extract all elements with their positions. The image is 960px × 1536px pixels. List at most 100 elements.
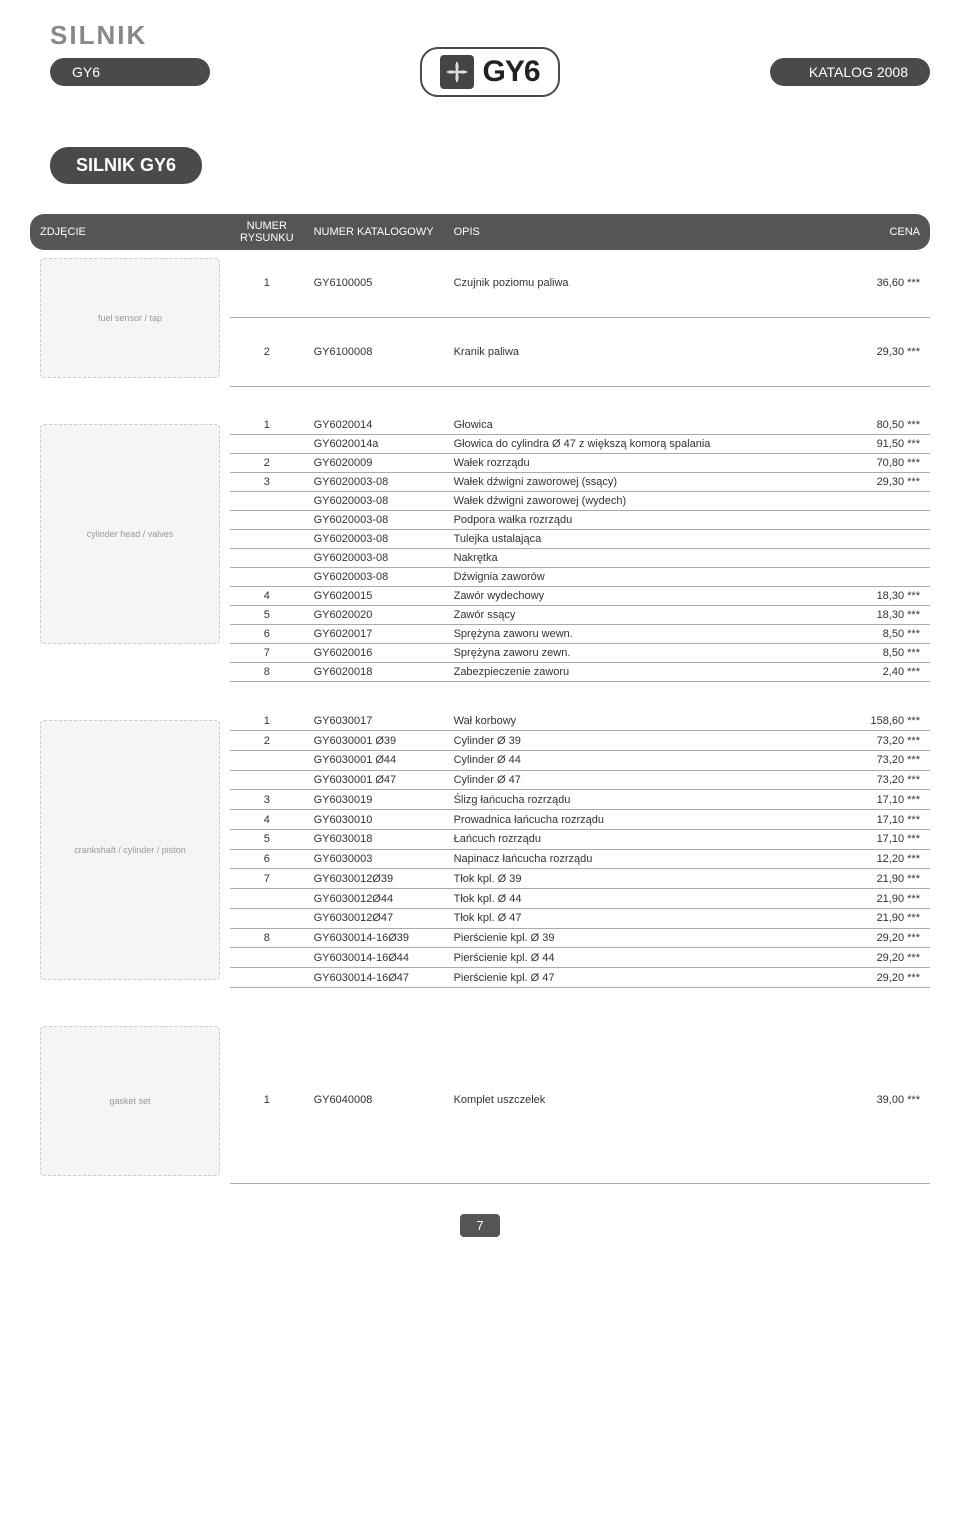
- cell-ref: 2: [230, 731, 304, 751]
- cell-sku: GY6030001 Ø44: [304, 750, 444, 770]
- cell-desc: Tłok kpl. Ø 47: [444, 908, 840, 928]
- cell-price: 73,20 ***: [840, 770, 930, 790]
- group-spacer: [30, 386, 930, 416]
- cell-desc: Prowadnica łańcucha rozrządu: [444, 810, 840, 830]
- cell-ref: 2: [230, 317, 304, 386]
- cell-ref: 2: [230, 454, 304, 473]
- cell-ref: 5: [230, 606, 304, 625]
- cell-desc: Cylinder Ø 44: [444, 750, 840, 770]
- cell-price: [840, 511, 930, 530]
- parts-table: ZDJĘCIE NUMER RYSUNKU NUMER KATALOGOWY O…: [30, 214, 930, 1184]
- cell-desc: Tłok kpl. Ø 44: [444, 889, 840, 909]
- cell-ref: [230, 530, 304, 549]
- cell-sku: GY6020003-08: [304, 549, 444, 568]
- cell-price: 18,30 ***: [840, 606, 930, 625]
- cell-sku: GY6020003-08: [304, 530, 444, 549]
- cell-sku: GY6030014-16Ø47: [304, 968, 444, 988]
- cell-sku: GY6030012Ø44: [304, 889, 444, 909]
- cell-sku: GY6040008: [304, 1018, 444, 1184]
- cell-sku: GY6020009: [304, 454, 444, 473]
- group-spacer: [30, 988, 930, 1018]
- cell-sku: GY6020014a: [304, 435, 444, 454]
- cell-price: 2,40 ***: [840, 663, 930, 682]
- fan-icon: [440, 55, 474, 89]
- cell-sku: GY6030003: [304, 849, 444, 869]
- cell-sku: GY6030012Ø39: [304, 869, 444, 889]
- cell-price: 73,20 ***: [840, 750, 930, 770]
- diagram-cell: fuel sensor / tap: [30, 250, 230, 386]
- cell-ref: 4: [230, 587, 304, 606]
- table-row: gasket set1GY6040008Komplet uszczelek39,…: [30, 1018, 930, 1184]
- cell-ref: 1: [230, 1018, 304, 1184]
- cell-ref: [230, 889, 304, 909]
- cell-price: 21,90 ***: [840, 869, 930, 889]
- cell-sku: GY6020014: [304, 416, 444, 435]
- cell-desc: Głowica: [444, 416, 840, 435]
- cell-desc: Czujnik poziomu paliwa: [444, 250, 840, 317]
- cell-ref: 3: [230, 473, 304, 492]
- cell-desc: Kranik paliwa: [444, 317, 840, 386]
- cell-ref: 3: [230, 790, 304, 810]
- cell-ref: [230, 435, 304, 454]
- cell-sku: GY6020003-08: [304, 492, 444, 511]
- cell-ref: [230, 968, 304, 988]
- cell-price: 12,20 ***: [840, 849, 930, 869]
- diagram-cell: gasket set: [30, 1018, 230, 1184]
- cell-price: 29,20 ***: [840, 968, 930, 988]
- cell-ref: 7: [230, 644, 304, 663]
- cell-desc: Tłok kpl. Ø 39: [444, 869, 840, 889]
- table-row: fuel sensor / tap1GY6100005Czujnik pozio…: [30, 250, 930, 317]
- cell-price: 158,60 ***: [840, 712, 930, 731]
- cell-desc: Ślizg łańcucha rozrządu: [444, 790, 840, 810]
- model-pill: GY6: [50, 58, 210, 86]
- catalog-pill: KATALOG 2008: [770, 58, 930, 86]
- cell-ref: [230, 568, 304, 587]
- cell-ref: 8: [230, 663, 304, 682]
- cell-desc: Pierścienie kpl. Ø 39: [444, 928, 840, 948]
- cell-price: 21,90 ***: [840, 908, 930, 928]
- cell-desc: Napinacz łańcucha rozrządu: [444, 849, 840, 869]
- col-desc: OPIS: [444, 214, 840, 250]
- cell-desc: Sprężyna zaworu wewn.: [444, 625, 840, 644]
- cell-sku: GY6030018: [304, 829, 444, 849]
- cell-sku: GY6030014-16Ø44: [304, 948, 444, 968]
- cell-sku: GY6020016: [304, 644, 444, 663]
- diagram-image: cylinder head / valves: [40, 424, 220, 644]
- brand-logo: GY6: [420, 47, 559, 97]
- cell-desc: Wałek rozrządu: [444, 454, 840, 473]
- section-title: SILNIK GY6: [50, 147, 202, 184]
- col-image: ZDJĘCIE: [30, 214, 230, 250]
- cell-price: 29,30 ***: [840, 473, 930, 492]
- cell-ref: [230, 908, 304, 928]
- table-row: crankshaft / cylinder / piston1GY6030017…: [30, 712, 930, 731]
- cell-ref: 7: [230, 869, 304, 889]
- cell-desc: Pierścienie kpl. Ø 44: [444, 948, 840, 968]
- diagram-cell: cylinder head / valves: [30, 416, 230, 682]
- cell-ref: 1: [230, 416, 304, 435]
- cell-ref: 4: [230, 810, 304, 830]
- cell-price: 8,50 ***: [840, 644, 930, 663]
- cell-sku: GY6020003-08: [304, 568, 444, 587]
- cell-sku: GY6030012Ø47: [304, 908, 444, 928]
- cell-sku: GY6020015: [304, 587, 444, 606]
- cell-price: 17,10 ***: [840, 829, 930, 849]
- table-body: fuel sensor / tap1GY6100005Czujnik pozio…: [30, 250, 930, 1184]
- table-header: ZDJĘCIE NUMER RYSUNKU NUMER KATALOGOWY O…: [30, 214, 930, 250]
- cell-desc: Nakrętka: [444, 549, 840, 568]
- cell-ref: [230, 511, 304, 530]
- cell-sku: GY6030001 Ø39: [304, 731, 444, 751]
- cell-sku: GY6020003-08: [304, 511, 444, 530]
- cell-sku: GY6030010: [304, 810, 444, 830]
- cell-desc: Cylinder Ø 39: [444, 731, 840, 751]
- cell-desc: Wał korbowy: [444, 712, 840, 731]
- cell-desc: Tulejka ustalająca: [444, 530, 840, 549]
- cell-price: 21,90 ***: [840, 889, 930, 909]
- cell-sku: GY6020020: [304, 606, 444, 625]
- cell-price: [840, 492, 930, 511]
- cell-desc: Zabezpieczenie zaworu: [444, 663, 840, 682]
- logo-text: GY6: [482, 55, 539, 89]
- cell-desc: Łańcuch rozrządu: [444, 829, 840, 849]
- header-sub-row: GY6 GY6 KATALOG 2008: [30, 47, 930, 97]
- cell-price: [840, 549, 930, 568]
- section-header: SILNIK GY6: [30, 147, 930, 214]
